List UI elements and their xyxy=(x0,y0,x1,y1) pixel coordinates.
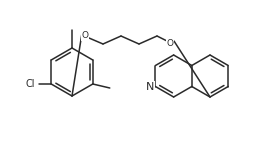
Text: O: O xyxy=(81,32,88,40)
Text: N: N xyxy=(146,82,155,91)
Text: Cl: Cl xyxy=(25,79,35,89)
Text: O: O xyxy=(166,39,173,49)
